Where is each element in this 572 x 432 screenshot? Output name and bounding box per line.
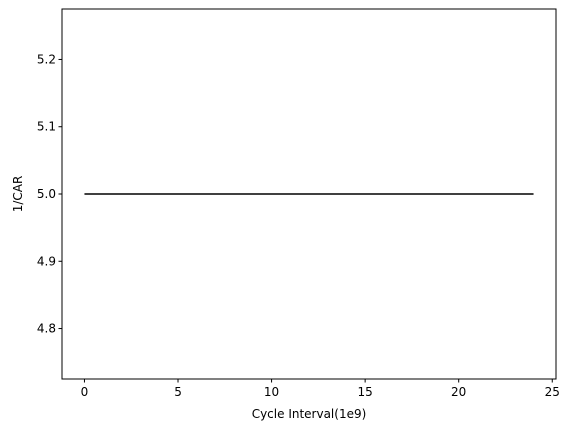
plot-frame [61,8,557,380]
y-tick-label: 5.0 [37,187,56,201]
y-tick-label: 4.8 [37,322,56,336]
x-tick-label: 10 [264,385,279,399]
x-axis-label: Cycle Interval(1e9) [252,407,367,421]
y-tick-label: 4.9 [37,254,56,268]
y-tick-label: 5.2 [37,52,56,66]
x-axis: 0 5 10 15 20 25 [81,379,560,399]
y-tick-label: 5.1 [37,120,56,134]
x-tick-label: 0 [81,385,89,399]
x-tick-label: 5 [174,385,182,399]
y-axis: 4.8 4.9 5.0 5.1 5.2 [37,52,62,336]
x-tick-label: 25 [545,385,560,399]
y-axis-label: 1/CAR [11,176,25,213]
x-tick-label: 20 [451,385,466,399]
x-tick-label: 15 [357,385,372,399]
